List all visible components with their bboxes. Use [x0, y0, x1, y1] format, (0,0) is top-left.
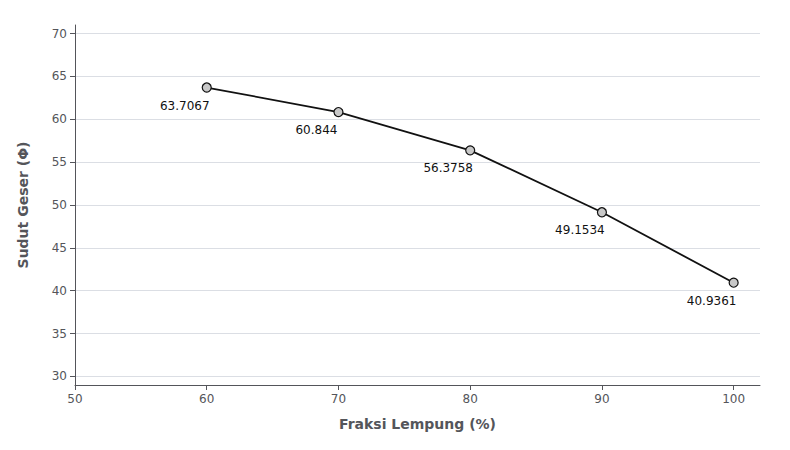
svg-text:50: 50 — [52, 198, 67, 212]
svg-text:Fraksi Lempung (%): Fraksi Lempung (%) — [339, 416, 496, 432]
svg-text:40.9361: 40.9361 — [687, 294, 737, 308]
svg-text:60.844: 60.844 — [295, 123, 337, 137]
svg-text:45: 45 — [52, 241, 67, 255]
svg-text:80: 80 — [463, 392, 478, 406]
svg-text:90: 90 — [594, 392, 609, 406]
svg-text:65: 65 — [52, 69, 67, 83]
svg-text:70: 70 — [331, 392, 346, 406]
svg-text:70: 70 — [52, 27, 67, 41]
svg-text:55: 55 — [52, 155, 67, 169]
svg-text:30: 30 — [52, 369, 67, 383]
svg-text:63.7067: 63.7067 — [160, 99, 210, 113]
svg-text:49.1534: 49.1534 — [555, 223, 605, 237]
svg-text:40: 40 — [52, 284, 67, 298]
svg-text:35: 35 — [52, 327, 67, 341]
svg-text:50: 50 — [67, 392, 82, 406]
svg-text:Sudut Geser (Φ): Sudut Geser (Φ) — [15, 142, 31, 269]
svg-text:60: 60 — [52, 112, 67, 126]
svg-text:56.3758: 56.3758 — [423, 161, 473, 175]
svg-text:100: 100 — [722, 392, 745, 406]
svg-text:60: 60 — [199, 392, 214, 406]
